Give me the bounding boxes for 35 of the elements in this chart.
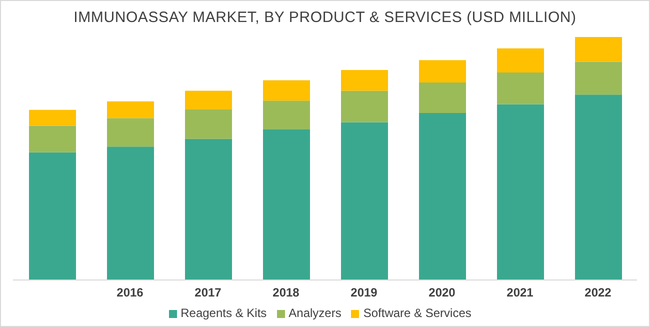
legend-label: Software & Services <box>363 306 472 320</box>
bar <box>107 146 154 280</box>
x-tick-label: 2019 <box>350 286 378 300</box>
bar <box>29 110 76 126</box>
bar <box>341 90 388 122</box>
bar <box>575 37 622 62</box>
bar <box>419 60 466 82</box>
x-tick-label: 2016 <box>116 286 144 300</box>
bar <box>341 70 388 91</box>
x-tick-label: 2017 <box>194 286 222 300</box>
bar <box>419 113 466 280</box>
bar <box>575 94 622 280</box>
bar <box>575 62 622 95</box>
bar <box>497 48 544 72</box>
x-tick-label: 2021 <box>506 286 534 300</box>
bar <box>185 90 232 110</box>
bar <box>419 82 466 114</box>
bar <box>107 118 154 147</box>
legend-label: Reagents & Kits <box>180 306 267 320</box>
bar <box>29 126 76 152</box>
bar <box>263 129 310 280</box>
bar <box>107 101 154 118</box>
legend-label: Analyzers <box>288 306 342 320</box>
bar <box>497 104 544 280</box>
x-tick-label: 2020 <box>428 286 456 300</box>
chart-title: IMMUNOASSAY MARKET, BY PRODUCT & SERVICES (USD MILLION) <box>72 9 578 26</box>
bar <box>263 100 310 130</box>
x-tick-label: 2018 <box>272 286 300 300</box>
bar <box>341 122 388 280</box>
bar <box>185 138 232 280</box>
bar <box>497 72 544 104</box>
bar <box>29 152 76 280</box>
bar <box>185 109 232 139</box>
x-tick-label: 2022 <box>584 286 612 300</box>
bar <box>263 80 310 101</box>
